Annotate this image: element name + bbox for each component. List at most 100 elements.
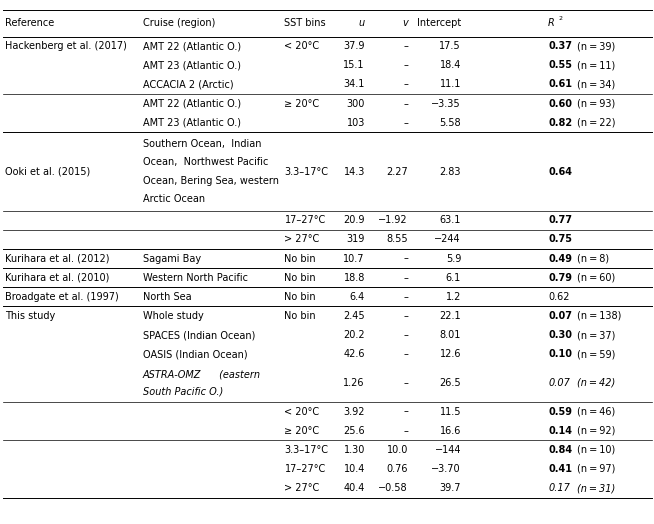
Text: 0.30: 0.30: [548, 330, 572, 340]
Text: 10.0: 10.0: [387, 445, 408, 455]
Text: 11.5: 11.5: [439, 407, 461, 417]
Text: (n = 59): (n = 59): [577, 349, 615, 359]
Text: 12.6: 12.6: [439, 349, 461, 359]
Text: ASTRA-OMZ      (eastern: ASTRA-OMZ (eastern: [143, 369, 260, 379]
Text: (n = 31): (n = 31): [577, 483, 615, 493]
Text: 17–27°C: 17–27°C: [284, 215, 326, 225]
Text: No bin: No bin: [284, 254, 316, 264]
Text: 0.64: 0.64: [548, 167, 572, 177]
Text: No bin: No bin: [284, 311, 316, 321]
Text: (n = 42): (n = 42): [577, 378, 615, 388]
Text: 3.92: 3.92: [343, 407, 365, 417]
Text: 2.45: 2.45: [343, 311, 365, 321]
Text: Whole study: Whole study: [143, 311, 203, 321]
Text: 0.10: 0.10: [548, 349, 572, 359]
Text: Broadgate et al. (1997): Broadgate et al. (1997): [5, 292, 118, 302]
Text: 0.62: 0.62: [548, 292, 570, 302]
Text: 0.55: 0.55: [548, 60, 572, 70]
Text: South Pacific O.): South Pacific O.): [143, 386, 223, 396]
Text: ≥ 20°C: ≥ 20°C: [284, 99, 320, 108]
Text: SPACES (Indian Ocean): SPACES (Indian Ocean): [143, 330, 255, 340]
Text: 0.49: 0.49: [548, 254, 572, 264]
Text: (n = 97): (n = 97): [577, 464, 615, 474]
Text: –: –: [404, 99, 408, 108]
Text: 20.2: 20.2: [343, 330, 365, 340]
Text: 3.3–17°C: 3.3–17°C: [284, 167, 328, 177]
Text: (n = 11): (n = 11): [577, 60, 615, 70]
Text: 2.27: 2.27: [387, 167, 408, 177]
Text: 34.1: 34.1: [343, 80, 365, 90]
Text: –: –: [404, 349, 408, 359]
Text: 6.4: 6.4: [350, 292, 365, 302]
Text: 0.07: 0.07: [548, 311, 572, 321]
Text: 6.1: 6.1: [446, 272, 461, 282]
Text: Intercept: Intercept: [417, 18, 461, 28]
Text: 2.83: 2.83: [439, 167, 461, 177]
Text: (n = 39): (n = 39): [577, 41, 615, 51]
Text: (n = 34): (n = 34): [577, 80, 615, 90]
Text: 0.60: 0.60: [548, 99, 572, 108]
Text: (n = 8): (n = 8): [577, 254, 609, 264]
Text: 0.82: 0.82: [548, 118, 572, 128]
Text: 14.3: 14.3: [343, 167, 365, 177]
Text: 10.4: 10.4: [343, 464, 365, 474]
Text: > 27°C: > 27°C: [284, 483, 320, 493]
Text: 40.4: 40.4: [343, 483, 365, 493]
Text: (n = 60): (n = 60): [577, 272, 615, 282]
Text: > 27°C: > 27°C: [284, 234, 320, 244]
Text: Sagami Bay: Sagami Bay: [143, 254, 201, 264]
Text: −144: −144: [434, 445, 461, 455]
Text: u: u: [359, 18, 365, 28]
Text: 39.7: 39.7: [439, 483, 461, 493]
Text: 17–27°C: 17–27°C: [284, 464, 326, 474]
Text: ACCACIA 2 (Arctic): ACCACIA 2 (Arctic): [143, 80, 233, 90]
Text: AMT 23 (Atlantic O.): AMT 23 (Atlantic O.): [143, 118, 241, 128]
Text: 22.1: 22.1: [439, 311, 461, 321]
Text: 0.07: 0.07: [548, 378, 570, 388]
Text: 10.7: 10.7: [343, 254, 365, 264]
Text: −1.92: −1.92: [379, 215, 408, 225]
Text: Hackenberg et al. (2017): Hackenberg et al. (2017): [5, 41, 126, 51]
Text: –: –: [404, 254, 408, 264]
Text: This study: This study: [5, 311, 55, 321]
Text: 42.6: 42.6: [343, 349, 365, 359]
Text: –: –: [404, 425, 408, 435]
Text: –: –: [404, 118, 408, 128]
Text: 3.3–17°C: 3.3–17°C: [284, 445, 328, 455]
Text: 0.79: 0.79: [548, 272, 572, 282]
Text: AMT 23 (Atlantic O.): AMT 23 (Atlantic O.): [143, 60, 241, 70]
Text: 0.14: 0.14: [548, 425, 572, 435]
Text: Reference: Reference: [5, 18, 54, 28]
Text: AMT 22 (Atlantic O.): AMT 22 (Atlantic O.): [143, 99, 241, 108]
Text: (n = 46): (n = 46): [577, 407, 615, 417]
Text: Ooki et al. (2015): Ooki et al. (2015): [5, 167, 90, 177]
Text: < 20°C: < 20°C: [284, 407, 320, 417]
Text: ≥ 20°C: ≥ 20°C: [284, 425, 320, 435]
Text: 103: 103: [347, 118, 365, 128]
Text: Ocean,  Northwest Pacific: Ocean, Northwest Pacific: [143, 157, 268, 167]
Text: 0.17: 0.17: [548, 483, 570, 493]
Text: 15.1: 15.1: [343, 60, 365, 70]
Text: 0.84: 0.84: [548, 445, 572, 455]
Text: 0.61: 0.61: [548, 80, 572, 90]
Text: –: –: [404, 80, 408, 90]
Text: No bin: No bin: [284, 272, 316, 282]
Text: −3.70: −3.70: [432, 464, 461, 474]
Text: 0.37: 0.37: [548, 41, 572, 51]
Text: < 20°C: < 20°C: [284, 41, 320, 51]
Text: SST bins: SST bins: [284, 18, 326, 28]
Text: –: –: [404, 60, 408, 70]
Text: 63.1: 63.1: [439, 215, 461, 225]
Text: (n = 93): (n = 93): [577, 99, 615, 108]
Text: Southern Ocean,  Indian: Southern Ocean, Indian: [143, 139, 261, 149]
Text: Western North Pacific: Western North Pacific: [143, 272, 248, 282]
Text: 16.6: 16.6: [439, 425, 461, 435]
Text: (n = 92): (n = 92): [577, 425, 615, 435]
Text: 1.30: 1.30: [343, 445, 365, 455]
Text: (n = 10): (n = 10): [577, 445, 615, 455]
Text: 0.77: 0.77: [548, 215, 572, 225]
Text: 18.4: 18.4: [439, 60, 461, 70]
Text: 11.1: 11.1: [439, 80, 461, 90]
Text: Kurihara et al. (2010): Kurihara et al. (2010): [5, 272, 109, 282]
Text: North Sea: North Sea: [143, 292, 191, 302]
